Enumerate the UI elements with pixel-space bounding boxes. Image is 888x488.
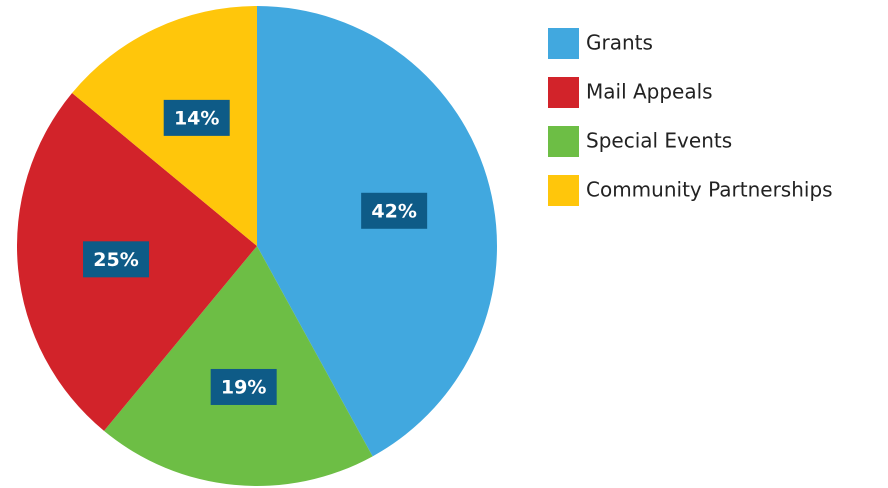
slice-label: 14%: [174, 107, 219, 129]
legend-label: Special Events: [586, 129, 732, 153]
legend-swatch: [548, 175, 579, 206]
legend-label: Community Partnerships: [586, 178, 833, 202]
legend-swatch: [548, 28, 579, 59]
slice-label-box: [210, 368, 277, 405]
slice-label: 25%: [93, 249, 138, 271]
legend-label: Grants: [586, 31, 653, 55]
legend-label: Mail Appeals: [586, 80, 713, 104]
pie-slice: [257, 6, 498, 457]
legend-swatch: [548, 77, 579, 108]
slice-label: 42%: [371, 200, 416, 222]
slice-label-box: [83, 241, 150, 278]
slice-label: 19%: [221, 376, 266, 398]
pie-slice: [104, 246, 373, 487]
slice-label-box: [361, 192, 428, 229]
legend-swatch: [548, 126, 579, 157]
slice-label-box: [163, 99, 230, 136]
